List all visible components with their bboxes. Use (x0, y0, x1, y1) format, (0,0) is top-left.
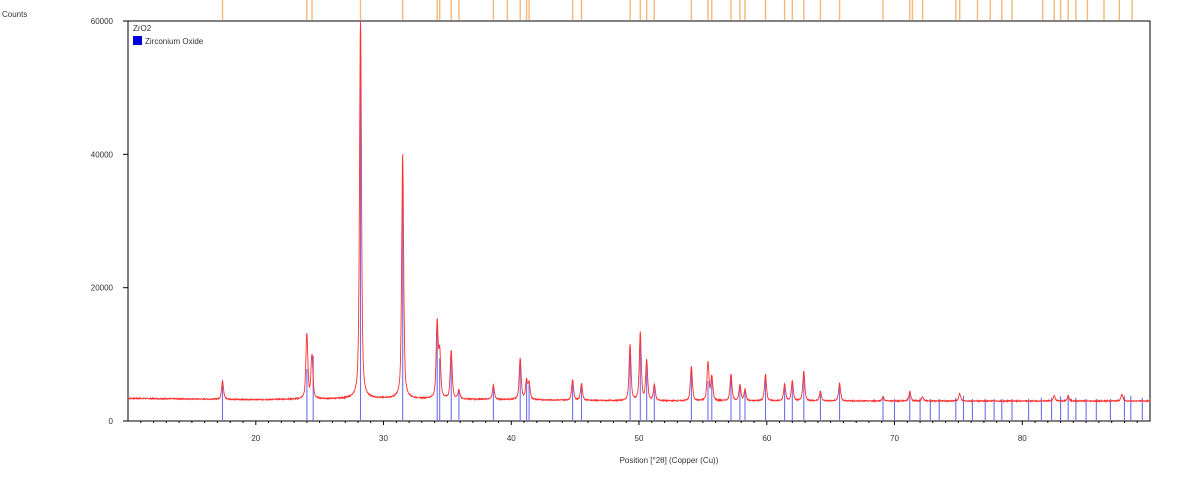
measured-pattern-line (127, 20, 1151, 404)
legend-title: ZrO2 (133, 24, 152, 33)
legend: ZrO2 Zirconium Oxide (133, 24, 204, 46)
y-axis-label: Counts (2, 10, 27, 19)
x-tick-label: 60 (762, 434, 771, 443)
x-tick-label: 70 (890, 434, 899, 443)
y-tick-label: 20000 (91, 284, 114, 293)
x-tick-label: 40 (507, 434, 516, 443)
reference-tick-group (221, 0, 1133, 20)
legend-swatch-zirconium-oxide (133, 36, 142, 45)
y-tick-label: 40000 (91, 150, 114, 159)
x-tick-label: 80 (1018, 434, 1027, 443)
y-tick-label: 0 (109, 417, 114, 426)
x-tick-label: 30 (379, 434, 388, 443)
x-axis: 20 30 40 50 60 70 80 (140, 421, 1138, 443)
phase-stick-group (221, 61, 1143, 421)
y-axis: 0 20000 40000 60000 (91, 17, 128, 426)
y-tick-label: 60000 (91, 17, 114, 26)
x-axis-label: Position [°2θ] (Copper (Cu)) (620, 456, 719, 465)
plot-area: ZrO2 Zirconium Oxide (127, 20, 1151, 422)
x-tick-label: 20 (251, 434, 260, 443)
x-tick-label: 50 (635, 434, 644, 443)
legend-entry-zirconium-oxide: Zirconium Oxide (145, 37, 204, 46)
